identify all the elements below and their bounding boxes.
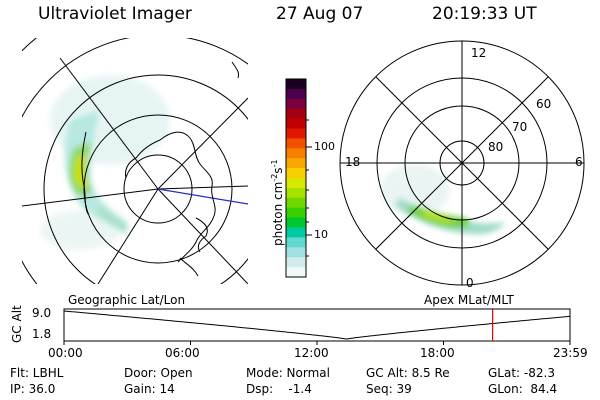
aurora-emission-right <box>395 198 506 235</box>
colorbar-step <box>286 98 306 110</box>
mlat-label-80: 80 <box>488 140 504 154</box>
timeline-ytick-bottom: 1.8 <box>32 327 52 341</box>
colorbar-step <box>286 267 306 278</box>
info-mode: Mode: Normal <box>246 366 330 380</box>
colorbar-step <box>286 79 306 90</box>
info-gcalt: GC Alt: 8.5 Re <box>366 366 450 380</box>
colorbar-tick-100: 100 <box>314 140 335 153</box>
timeline-xtick-3: 18:00 <box>420 346 455 360</box>
colorbar-step <box>286 187 306 199</box>
mlt-label-6: 6 <box>575 155 583 169</box>
colorbar-tick-10: 10 <box>314 228 328 241</box>
colorbar-step <box>286 247 306 258</box>
mlat-label-60: 60 <box>536 97 552 111</box>
date-label: 27 Aug 07 <box>276 4 364 24</box>
timeline-axis-label: GC Alt <box>10 305 24 343</box>
info-filter: Flt: LBHL <box>10 366 64 380</box>
info-seq: Seq: 39 <box>366 382 412 396</box>
info-dsp: Dsp: -1.4 <box>246 382 312 396</box>
colorbar-step <box>286 138 306 149</box>
timeline-xtick-4: 23:59 <box>553 346 588 360</box>
time-label: 20:19:33 UT <box>432 4 537 24</box>
mlat-label-70: 70 <box>512 120 528 134</box>
colorbar-step <box>286 118 306 129</box>
colorbar-step <box>286 158 306 169</box>
info-glon: GLon: 84.4 <box>488 382 558 396</box>
colorbar-step <box>286 168 306 179</box>
info-door: Door: Open <box>124 366 193 380</box>
mlt-label-18: 18 <box>345 155 361 169</box>
aurora-emission-left <box>64 110 128 234</box>
geographic-label: Geographic Lat/Lon <box>68 293 186 307</box>
magnetic-map <box>339 40 585 286</box>
info-ip: IP: 36.0 <box>10 382 56 396</box>
apex-label: Apex MLat/MLT <box>424 293 514 307</box>
timeline-xtick-2: 12:00 <box>294 346 329 360</box>
colorbar-step <box>286 88 306 100</box>
colorbar-step <box>286 108 306 120</box>
colorbar-step <box>286 197 306 209</box>
mlt-label-12: 12 <box>471 46 487 60</box>
mlt-label-0: 0 <box>466 276 474 290</box>
timeline-ytick-top: 9.0 <box>32 306 52 320</box>
colorbar-unit-label: photon cm-2s-1 <box>270 159 285 246</box>
info-glat: GLat: -82.3 <box>488 366 555 380</box>
timeline-xtick-1: 06:00 <box>165 346 200 360</box>
colorbar-step <box>286 217 306 228</box>
colorbar-step <box>286 128 306 139</box>
info-gain: Gain: 14 <box>124 382 175 396</box>
colorbar-step <box>286 207 306 219</box>
colorbar-step <box>286 237 306 248</box>
timeline-xtick-0: 00:00 <box>48 346 83 360</box>
colorbar-step <box>286 227 306 238</box>
coastline <box>81 61 239 277</box>
geographic-map <box>22 38 248 284</box>
colorbar-step <box>286 257 306 268</box>
altitude-timeline <box>63 308 571 345</box>
instrument-title: Ultraviolet Imager <box>38 4 192 24</box>
colorbar-step <box>286 178 306 189</box>
colorbar-step <box>286 148 306 159</box>
colorbar <box>286 79 306 278</box>
